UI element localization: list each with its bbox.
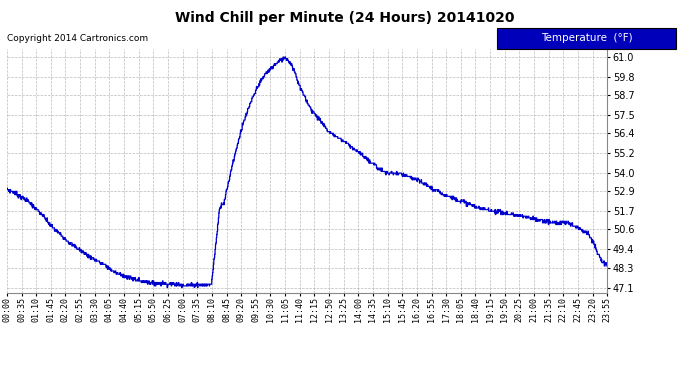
Text: Copyright 2014 Cartronics.com: Copyright 2014 Cartronics.com [7,34,148,43]
Text: Wind Chill per Minute (24 Hours) 20141020: Wind Chill per Minute (24 Hours) 2014102… [175,11,515,25]
Text: Temperature  (°F): Temperature (°F) [541,33,632,44]
